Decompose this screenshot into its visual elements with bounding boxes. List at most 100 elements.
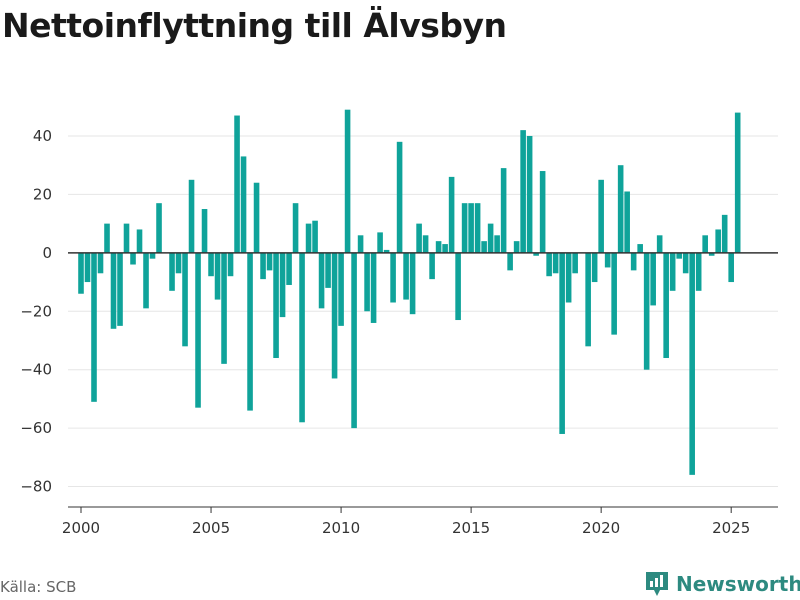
- bar: [143, 252, 149, 309]
- bar: [416, 223, 422, 253]
- chart-title: Nettoinflyttning till Älvsbyn: [2, 6, 507, 45]
- bar: [273, 252, 279, 359]
- bar: [702, 235, 708, 253]
- bar: [604, 252, 611, 268]
- bar: [435, 241, 442, 253]
- y-axis-labels: 40 20 0 −20 −40 −60 −80: [20, 127, 52, 496]
- bar: [305, 223, 312, 253]
- bar: [533, 252, 539, 256]
- bar: [481, 241, 487, 253]
- bar: [468, 203, 474, 253]
- bar: [539, 171, 546, 253]
- bar: [279, 252, 286, 318]
- x-tick-label: 2025: [712, 519, 750, 537]
- bar: [442, 244, 448, 253]
- bar: [669, 252, 676, 291]
- bar: [689, 252, 695, 475]
- bar: [214, 252, 221, 300]
- bar-series: [68, 109, 778, 475]
- bar: [721, 214, 728, 253]
- bar: [624, 191, 630, 253]
- bar: [344, 109, 351, 253]
- bar: [409, 252, 416, 315]
- y-tick-label: 0: [42, 244, 52, 262]
- bar: [299, 252, 305, 423]
- bar: [104, 223, 110, 253]
- bar: [708, 252, 715, 256]
- bar: [559, 252, 565, 434]
- bar: [572, 252, 578, 274]
- bar: [221, 252, 227, 364]
- bar: [97, 252, 104, 274]
- bar: [611, 252, 617, 335]
- bar: [266, 252, 273, 271]
- bar: [175, 252, 182, 274]
- bar: [448, 176, 455, 253]
- bar: [520, 130, 526, 253]
- y-tick-label: −20: [20, 302, 52, 320]
- bar: [422, 235, 429, 253]
- bar: [429, 252, 435, 280]
- bar: [338, 252, 344, 326]
- x-axis-labels: 2000 2005 2010 2015 2020 2025: [62, 519, 750, 537]
- source-label: Källa: SCB: [0, 578, 77, 596]
- bar: [78, 252, 84, 294]
- bar: [513, 241, 520, 253]
- bar: [682, 252, 689, 274]
- x-tick-label: 2010: [322, 519, 360, 537]
- bar: [494, 235, 500, 253]
- bar: [617, 165, 624, 253]
- y-tick-label: −60: [20, 419, 52, 437]
- y-tick-label: 40: [33, 127, 52, 145]
- bar: [396, 141, 403, 253]
- bar: [240, 156, 247, 253]
- bar: [650, 252, 656, 306]
- brand-logo[interactable]: Newsworthy: [644, 570, 800, 598]
- bar: [227, 252, 234, 277]
- bar: [156, 203, 162, 253]
- bar: [91, 252, 97, 402]
- bar: [318, 252, 325, 309]
- bar: [123, 223, 130, 253]
- bar: [84, 252, 91, 283]
- x-tick-label: 2020: [582, 519, 620, 537]
- x-tick-label: 2005: [192, 519, 230, 537]
- bar: [695, 252, 702, 291]
- bar: [734, 112, 741, 253]
- bar: [169, 252, 175, 291]
- bar: [149, 252, 156, 259]
- bar: [117, 252, 123, 326]
- bar: [188, 179, 195, 253]
- bar: [728, 252, 734, 283]
- bar: [630, 252, 637, 271]
- bar: [474, 203, 481, 253]
- y-tick-label: −80: [20, 478, 52, 496]
- bar: [208, 252, 214, 277]
- bar: [676, 252, 682, 259]
- bar: [455, 252, 461, 321]
- bar: [643, 252, 650, 370]
- x-axis: [68, 506, 778, 513]
- x-tick-label: 2000: [62, 519, 100, 537]
- newsworthy-logo-icon: [646, 572, 668, 596]
- bar: [656, 235, 663, 253]
- bar: [377, 232, 383, 253]
- bar: [195, 252, 201, 408]
- bar: [292, 203, 299, 253]
- bar: [331, 252, 338, 379]
- bar: [201, 209, 208, 253]
- bar: [357, 235, 364, 253]
- bar: [325, 252, 331, 288]
- bar: [130, 252, 136, 265]
- bar: [565, 252, 572, 303]
- bar: [364, 252, 370, 312]
- bar: [110, 252, 117, 329]
- bar: [403, 252, 409, 300]
- brand-name: Newsworthy: [676, 572, 800, 596]
- bar: [507, 252, 513, 271]
- bar: [286, 252, 292, 285]
- bar: [552, 252, 559, 274]
- bar: [585, 252, 591, 347]
- x-tick-label: 2015: [452, 519, 490, 537]
